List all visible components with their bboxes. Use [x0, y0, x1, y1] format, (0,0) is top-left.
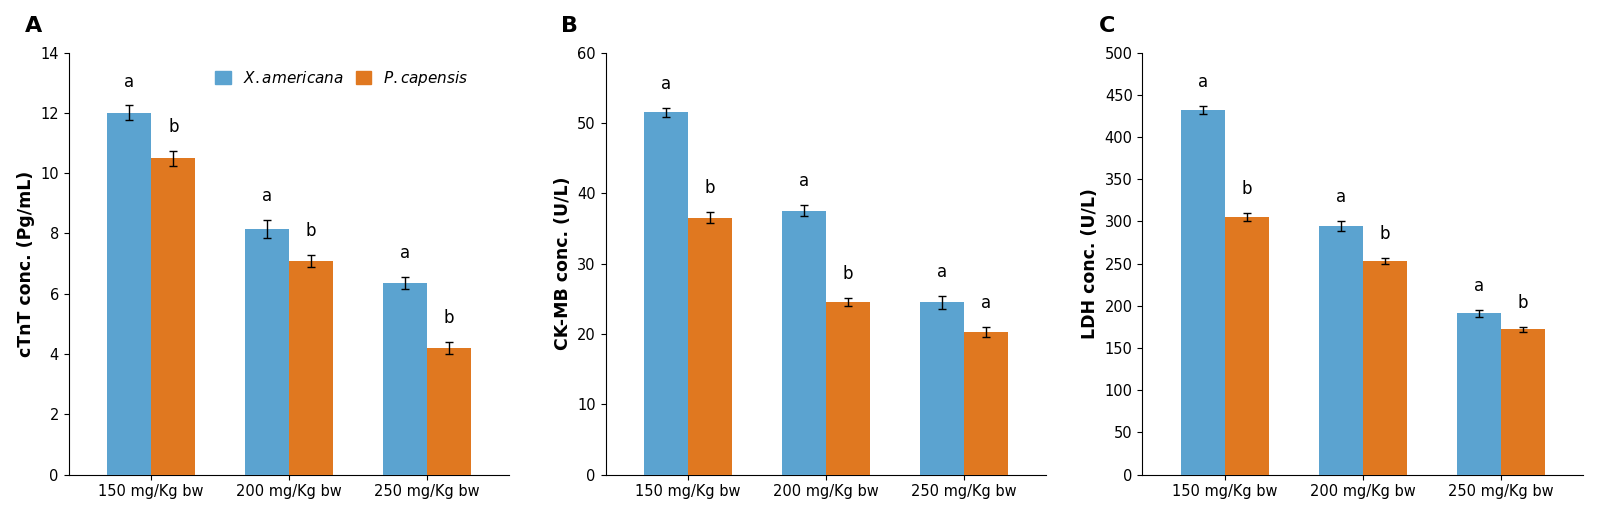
- Bar: [1363, 261, 1406, 475]
- Bar: [1456, 313, 1501, 475]
- Text: C: C: [1099, 15, 1115, 36]
- Text: a: a: [1336, 188, 1346, 206]
- Text: a: a: [936, 263, 947, 281]
- Text: b: b: [1242, 180, 1253, 198]
- Bar: [1181, 110, 1226, 475]
- Text: B: B: [562, 15, 579, 36]
- Bar: [290, 261, 333, 475]
- Bar: [107, 113, 152, 475]
- Bar: [645, 112, 688, 475]
- Text: b: b: [1379, 225, 1390, 243]
- Y-axis label: LDH conc. (U/L): LDH conc. (U/L): [1082, 188, 1099, 339]
- Text: a: a: [125, 73, 134, 90]
- Bar: [826, 302, 870, 475]
- Y-axis label: cTnT conc. (Pg/mL): cTnT conc. (Pg/mL): [16, 170, 35, 357]
- Text: a: a: [1474, 277, 1483, 295]
- Bar: [963, 332, 1008, 475]
- Bar: [920, 302, 963, 475]
- Text: a: a: [262, 187, 272, 205]
- Bar: [152, 158, 195, 475]
- Bar: [782, 211, 826, 475]
- Bar: [1501, 329, 1544, 475]
- Text: a: a: [1198, 73, 1208, 91]
- Bar: [382, 283, 427, 475]
- Text: b: b: [1517, 294, 1528, 312]
- Text: b: b: [443, 309, 454, 327]
- Text: a: a: [798, 172, 810, 190]
- Text: b: b: [843, 265, 853, 283]
- Text: a: a: [400, 245, 410, 262]
- Text: A: A: [24, 15, 42, 36]
- Legend: $\it{X. americana}$, $\it{P. capensis}$: $\it{X. americana}$, $\it{P. capensis}$: [216, 69, 469, 88]
- Bar: [427, 348, 470, 475]
- Text: a: a: [981, 294, 990, 312]
- Text: b: b: [306, 222, 317, 240]
- Bar: [688, 218, 733, 475]
- Text: a: a: [661, 75, 672, 93]
- Text: b: b: [168, 118, 179, 136]
- Bar: [1226, 217, 1269, 475]
- Y-axis label: CK-MB conc. (U/L): CK-MB conc. (U/L): [554, 177, 571, 350]
- Text: b: b: [706, 180, 715, 198]
- Bar: [1318, 225, 1363, 475]
- Bar: [245, 229, 290, 475]
